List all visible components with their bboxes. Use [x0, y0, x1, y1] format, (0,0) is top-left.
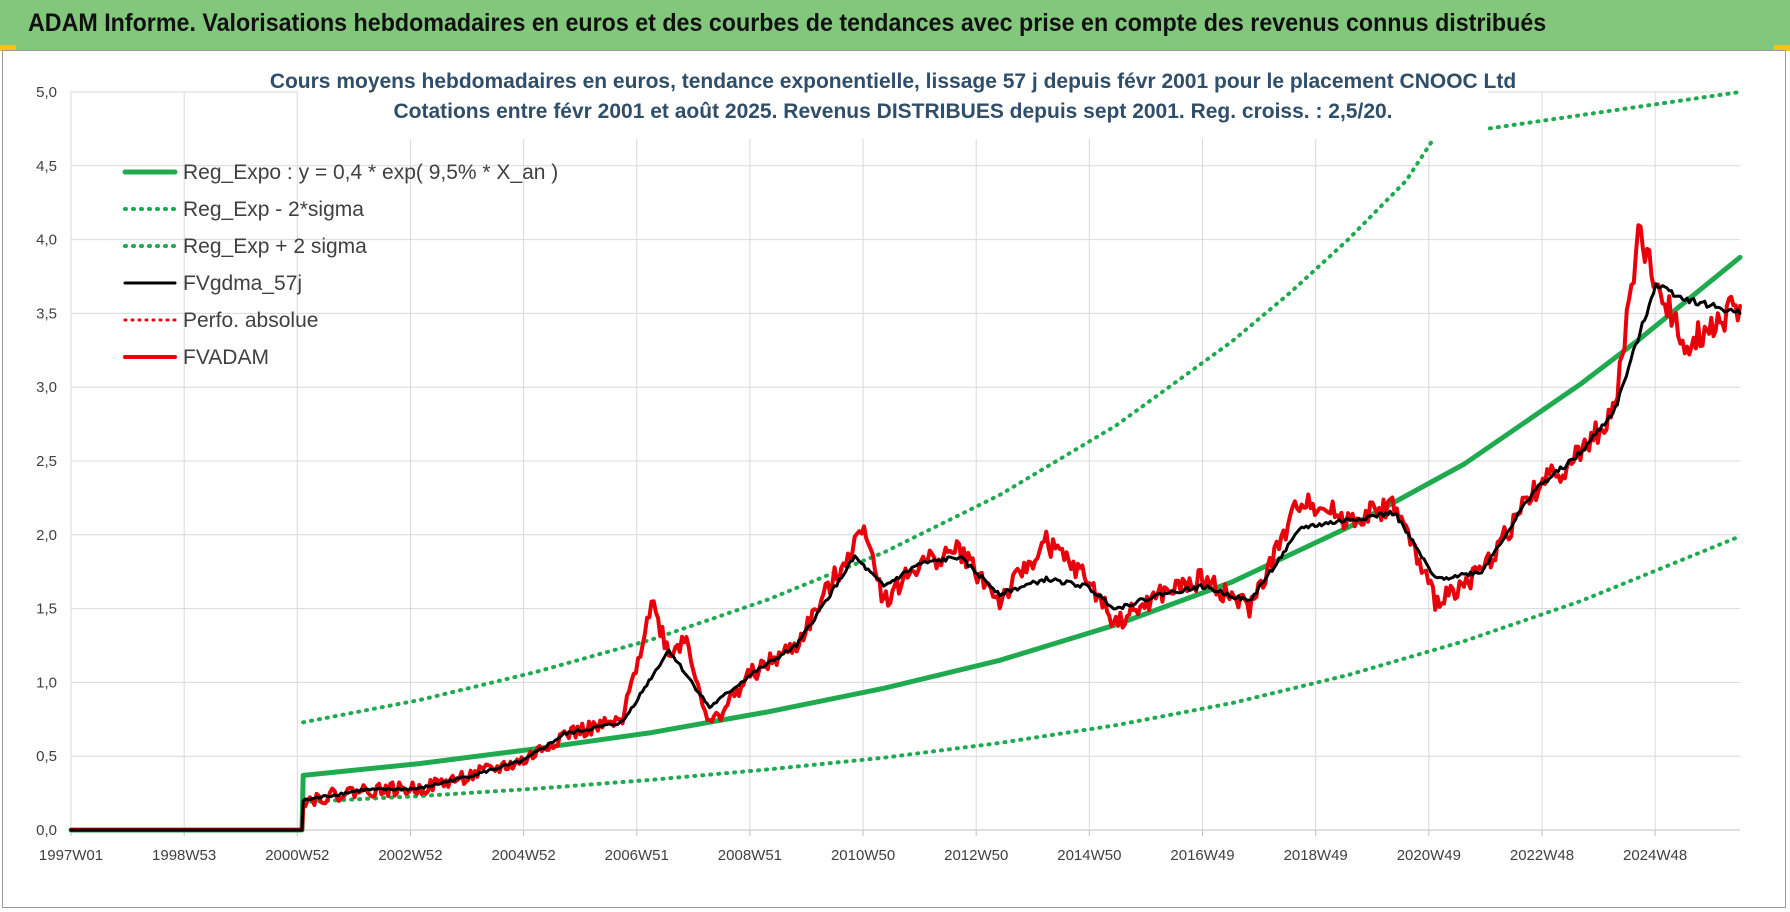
x-tick-label: 2010W50 — [831, 847, 895, 864]
y-tick-label: 2,5 — [36, 453, 57, 470]
legend-label: Reg_Exp - 2*sigma — [183, 198, 364, 221]
legend-label: Perfo. absolue — [183, 309, 318, 332]
y-tick-label: 0,0 — [36, 822, 57, 839]
x-tick-label: 2014W50 — [1057, 847, 1121, 864]
chart-subtitle: Cotations entre févr 2001 et août 2025. … — [393, 100, 1392, 123]
series-line-3 — [301, 90, 1742, 725]
x-tick-label: 2020W49 — [1397, 847, 1461, 864]
x-tick-label: 2018W49 — [1284, 847, 1348, 864]
title-background — [298, 61, 1488, 139]
x-tick-label: 2006W51 — [605, 847, 669, 864]
x-tick-label: 2002W52 — [378, 847, 442, 864]
x-tick-label: 2022W48 — [1510, 847, 1574, 864]
page-title: ADAM Informe. Valorisations hebdomadaire… — [28, 9, 1547, 37]
series-line-1 — [68, 254, 1743, 833]
x-tick-label: 2008W51 — [718, 847, 782, 864]
series-line-2 — [301, 534, 1742, 804]
legend-label: Reg_Expo : y = 0,4 * exp( 9,5% * X_an ) — [183, 161, 558, 184]
y-tick-label: 4,5 — [36, 158, 57, 175]
series-layer — [68, 90, 1743, 833]
y-tick-label: 1,0 — [36, 674, 57, 691]
x-tick-label: 2016W49 — [1170, 847, 1234, 864]
line-chart: 0,0 0,5 1,0 1,5 2,0 2,5 3,0 3,5 4,0 4,5 5,0 1997W01… — [36, 61, 1743, 864]
legend-label: FVgdma_57j — [183, 272, 302, 295]
chart-area: 0,0 0,5 1,0 1,5 2,0 2,5 3,0 3,5 4,0 4,5 5,0 1997W01… — [2, 50, 1786, 908]
y-tick-label: 4,0 — [36, 232, 57, 249]
series-line-6 — [69, 223, 1742, 832]
chart-title: Cours moyens hebdomadaires en euros, ten… — [270, 70, 1516, 93]
y-tick-label: 0,5 — [36, 748, 57, 765]
legend-label: FVADAM — [183, 346, 269, 369]
corner-marker-left — [0, 45, 16, 51]
corner-marker-right — [1774, 45, 1790, 51]
legend-label: Reg_Exp + 2 sigma — [183, 235, 367, 258]
x-tick-label: 2004W52 — [492, 847, 556, 864]
header-bar: ADAM Informe. Valorisations hebdomadaire… — [0, 0, 1790, 50]
x-tick-label: 1997W01 — [39, 847, 103, 864]
y-tick-label: 3,0 — [36, 379, 57, 396]
tick-labels: 0,0 0,5 1,0 1,5 2,0 2,5 3,0 3,5 4,0 4,5 5,0 1997W01… — [36, 84, 1687, 864]
y-tick-label: 5,0 — [36, 84, 57, 101]
x-tick-label: 2024W48 — [1623, 847, 1687, 864]
y-tick-label: 1,5 — [36, 601, 57, 618]
series-line-4 — [69, 282, 1742, 832]
legend: Reg_Expo : y = 0,4 * exp( 9,5% * X_an ) R… — [122, 161, 558, 369]
x-tick-label: 1998W53 — [152, 847, 216, 864]
y-tick-label: 2,0 — [36, 527, 57, 544]
y-tick-label: 3,5 — [36, 305, 57, 322]
x-tick-label: 2012W50 — [944, 847, 1008, 864]
x-tick-label: 2000W52 — [265, 847, 329, 864]
